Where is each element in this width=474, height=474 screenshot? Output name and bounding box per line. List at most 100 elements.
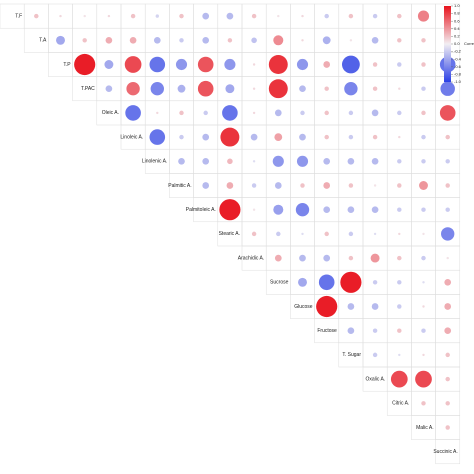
legend-tick-label: 0.6 bbox=[454, 18, 460, 23]
corr-circle bbox=[344, 82, 358, 96]
corr-circle bbox=[150, 82, 164, 96]
legend-tick-label: 0.2 bbox=[454, 33, 460, 38]
corr-circle bbox=[202, 182, 210, 189]
variable-label: Palmitoleic A. bbox=[186, 207, 216, 213]
corr-circle bbox=[296, 155, 309, 167]
corr-circle bbox=[149, 129, 166, 145]
variable-label: Sucrose bbox=[270, 280, 289, 286]
corr-circle bbox=[251, 231, 257, 237]
corr-circle bbox=[155, 14, 159, 18]
corr-circle bbox=[421, 110, 426, 116]
corr-circle bbox=[422, 281, 425, 284]
legend-tick-label: -1.0 bbox=[454, 79, 462, 84]
corr-circle bbox=[225, 84, 235, 94]
corr-circle bbox=[445, 183, 450, 188]
corr-circle bbox=[397, 255, 402, 261]
corr-circle bbox=[296, 58, 309, 71]
variable-label: Malic A. bbox=[416, 425, 434, 431]
variable-label: Oleic A. bbox=[102, 110, 119, 116]
corr-circle bbox=[445, 376, 450, 382]
corr-circle bbox=[272, 155, 284, 167]
corr-circle bbox=[397, 159, 402, 164]
corr-circle bbox=[251, 183, 257, 188]
corr-circle bbox=[268, 55, 288, 74]
corr-circle bbox=[370, 253, 380, 263]
corr-circle bbox=[397, 183, 402, 188]
legend-tick-label: -0.2 bbox=[454, 49, 462, 54]
corr-circle bbox=[371, 109, 379, 117]
corr-circle bbox=[349, 39, 353, 42]
corr-circle bbox=[203, 110, 208, 116]
corr-circle bbox=[295, 203, 310, 217]
variable-label: T.P bbox=[63, 62, 71, 68]
corr-circle bbox=[222, 105, 238, 121]
corr-circle bbox=[104, 60, 114, 69]
corr-circle bbox=[372, 352, 378, 358]
corr-circle bbox=[324, 110, 329, 116]
corr-circle bbox=[372, 134, 378, 140]
corr-circle bbox=[226, 182, 234, 189]
corr-circle bbox=[421, 159, 426, 164]
corr-circle bbox=[220, 127, 240, 147]
variable-label: T.PAC bbox=[81, 86, 95, 92]
legend-tick-label: 0.4 bbox=[454, 26, 460, 31]
variable-label: T.F bbox=[15, 13, 22, 19]
corr-circle bbox=[372, 280, 378, 285]
corr-circle bbox=[348, 255, 354, 261]
corr-circle bbox=[340, 271, 362, 293]
corr-circle bbox=[372, 13, 378, 19]
corr-circle bbox=[398, 87, 401, 90]
corr-circle bbox=[323, 182, 331, 189]
corr-circle bbox=[440, 81, 455, 96]
corr-circle bbox=[251, 13, 257, 19]
corr-circle bbox=[202, 12, 210, 20]
corr-circle bbox=[322, 36, 331, 45]
variable-label: Palmitic A. bbox=[168, 183, 191, 189]
corr-circle bbox=[316, 295, 338, 318]
legend-tick-label: -0.4 bbox=[454, 56, 462, 61]
corr-circle bbox=[274, 109, 282, 117]
corr-circle bbox=[415, 370, 432, 388]
corr-circle bbox=[179, 110, 184, 116]
corr-circle bbox=[252, 160, 256, 163]
corr-circle bbox=[445, 207, 450, 212]
variable-label: Linolenic A. bbox=[142, 159, 168, 165]
corr-circle bbox=[277, 14, 280, 18]
corr-circle bbox=[372, 62, 378, 67]
corr-circle bbox=[299, 254, 306, 262]
corr-circle bbox=[444, 303, 452, 310]
corr-circle bbox=[323, 61, 331, 68]
corr-circle bbox=[74, 53, 96, 76]
corr-circle bbox=[421, 328, 426, 333]
corr-circle bbox=[175, 58, 188, 71]
legend-tick-label: 0.8 bbox=[454, 11, 460, 16]
cell bbox=[435, 439, 461, 465]
corr-circle bbox=[156, 111, 159, 115]
variable-label: Stearic A. bbox=[219, 231, 240, 237]
corr-circle bbox=[444, 327, 452, 335]
corr-circle bbox=[372, 86, 378, 91]
corr-circle bbox=[323, 206, 331, 214]
corr-circle bbox=[83, 14, 86, 18]
colorbar bbox=[444, 6, 451, 82]
corr-circle bbox=[299, 133, 306, 141]
corr-circle bbox=[348, 110, 354, 116]
corr-circle bbox=[197, 80, 214, 97]
corr-circle bbox=[298, 277, 307, 287]
corr-circle bbox=[107, 14, 111, 18]
corr-circle bbox=[397, 13, 402, 19]
legend-tick-label: 0.0 bbox=[454, 41, 460, 46]
corr-circle bbox=[251, 37, 257, 44]
corr-circle bbox=[397, 304, 402, 309]
variable-label: Glucose bbox=[294, 304, 313, 310]
corr-circle bbox=[397, 328, 402, 333]
corr-circle bbox=[347, 327, 355, 335]
variable-label: Oxalic A. bbox=[365, 376, 385, 382]
corr-circle bbox=[179, 13, 184, 19]
corr-circle bbox=[202, 157, 210, 165]
corr-circle bbox=[373, 232, 377, 236]
variable-label: Fructose bbox=[317, 328, 337, 334]
corr-circle bbox=[422, 232, 425, 236]
variable-label: Succinic A. bbox=[433, 449, 457, 455]
